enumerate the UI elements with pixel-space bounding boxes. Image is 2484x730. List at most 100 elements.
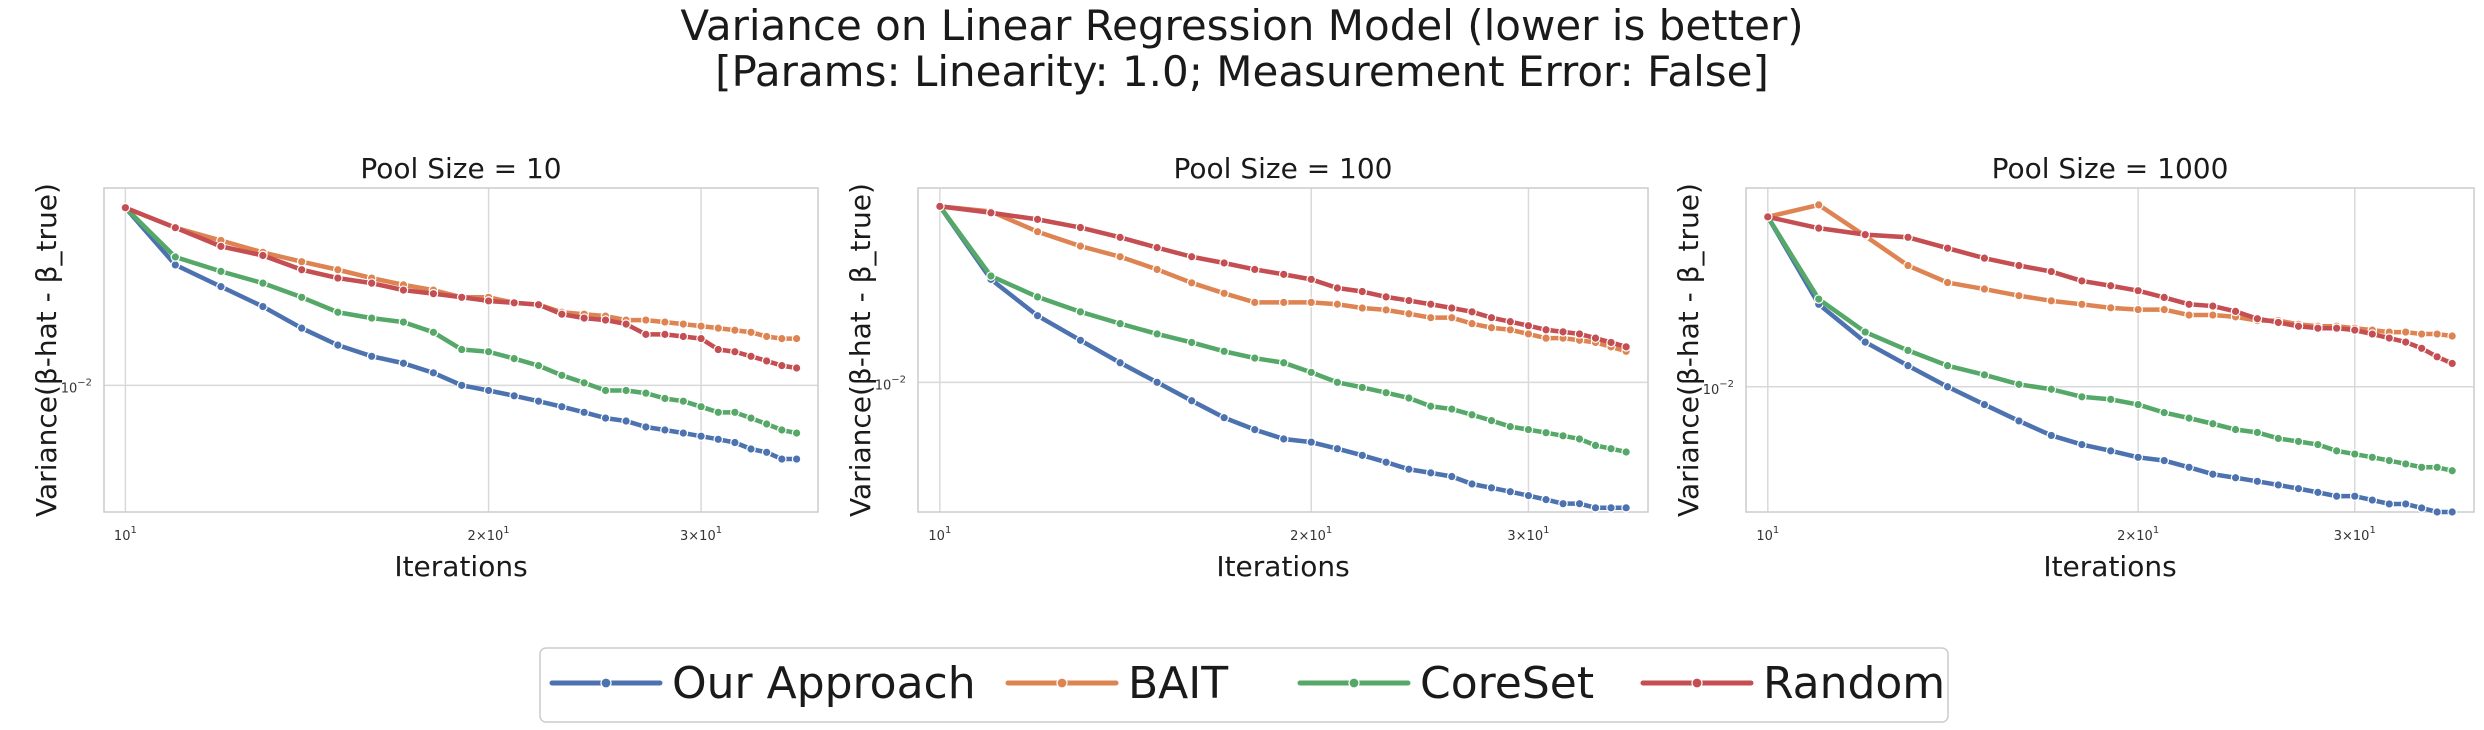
data-point-our-approach — [1306, 437, 1317, 447]
data-point-our-approach — [660, 425, 670, 435]
data-point-random — [1467, 307, 1477, 317]
x-tick-label: 2×101 — [1290, 525, 1332, 544]
data-point-coreset — [2046, 384, 2057, 395]
data-point-random — [2159, 292, 2170, 303]
data-point-our-approach — [621, 416, 631, 426]
data-point-coreset — [1115, 318, 1125, 329]
data-point-random — [120, 202, 131, 213]
data-point-our-approach — [2184, 462, 2194, 473]
data-point-our-approach — [2447, 507, 2457, 517]
data-point-bait — [2014, 290, 2024, 301]
data-point-coreset — [696, 401, 706, 412]
data-point-random — [2447, 358, 2457, 369]
data-point-coreset — [1186, 337, 1197, 348]
figure-title-line1: Variance on Linear Regression Model (low… — [680, 1, 1803, 50]
data-point-bait — [1942, 277, 1953, 288]
data-point-coreset — [730, 407, 740, 418]
data-point-our-approach — [1381, 457, 1391, 468]
x-tick-label: 101 — [928, 525, 951, 544]
y-tick-base: 10 — [61, 381, 78, 396]
data-point-coreset — [2133, 399, 2143, 410]
x-tick-label: 101 — [1756, 525, 1779, 544]
data-point-coreset — [2367, 452, 2378, 463]
data-point-coreset — [746, 413, 756, 423]
data-point-random — [1381, 292, 1391, 302]
data-point-random — [456, 292, 467, 303]
data-point-our-approach — [483, 385, 494, 396]
x-tick-exponent: 1 — [130, 525, 136, 536]
data-point-our-approach — [2159, 455, 2170, 466]
data-point-coreset — [170, 252, 181, 262]
data-point-our-approach — [791, 454, 802, 464]
data-point-our-approach — [1332, 443, 1343, 454]
data-point-bait — [2400, 327, 2411, 337]
data-point-coreset — [1606, 443, 1616, 454]
data-point-random — [2252, 313, 2263, 324]
data-point-coreset — [1357, 382, 1368, 393]
data-point-our-approach — [1523, 490, 1534, 501]
data-point-bait — [777, 333, 787, 344]
y-axis-label: Variance(β-hat - β_true) — [30, 183, 63, 517]
data-point-coreset — [2105, 394, 2116, 405]
data-point-our-approach — [1278, 434, 1289, 444]
data-point-our-approach — [2313, 487, 2323, 498]
data-point-our-approach — [1357, 450, 1368, 461]
data-point-bait — [730, 325, 740, 336]
data-point-coreset — [1486, 415, 1497, 426]
data-point-random — [2014, 260, 2024, 271]
data-point-bait — [2432, 329, 2442, 339]
data-point-bait — [1152, 264, 1162, 275]
legend-label-bait: BAIT — [1128, 658, 1228, 709]
data-point-coreset — [713, 407, 724, 418]
legend-label-random: Random — [1763, 658, 1945, 709]
data-point-coreset — [600, 385, 611, 396]
x-tick-base: 3×10 — [2334, 529, 2370, 544]
data-point-coreset — [2230, 424, 2241, 435]
data-point-our-approach — [428, 368, 439, 378]
data-point-coreset — [2384, 455, 2395, 466]
data-point-our-approach — [777, 454, 787, 464]
data-point-random — [2133, 285, 2143, 296]
data-point-coreset — [2400, 459, 2411, 469]
data-point-our-approach — [2230, 472, 2241, 483]
x-tick-base: 2×10 — [1290, 529, 1326, 544]
series-line-coreset — [937, 204, 1629, 455]
x-tick-base: 2×10 — [2117, 529, 2153, 544]
data-point-our-approach — [1505, 486, 1516, 497]
data-point-bait — [1381, 305, 1391, 315]
y-axis-label: Variance(β-hat - β_true) — [844, 183, 877, 517]
data-point-our-approach — [2046, 430, 2057, 441]
data-point-coreset — [2014, 379, 2024, 390]
data-point-our-approach — [1486, 483, 1497, 493]
data-point-our-approach — [533, 396, 544, 406]
data-point-coreset — [2159, 407, 2170, 418]
data-point-our-approach — [456, 380, 467, 391]
data-point-random — [713, 344, 724, 355]
data-point-random — [1621, 342, 1631, 352]
data-point-bait — [1486, 322, 1497, 333]
legend-marker-random — [1691, 677, 1703, 689]
data-point-our-approach — [2400, 499, 2411, 509]
data-point-our-approach — [398, 358, 409, 369]
data-point-coreset — [1813, 294, 1824, 304]
data-point-coreset — [1903, 345, 1913, 356]
data-point-coreset — [1505, 421, 1516, 432]
data-point-random — [746, 351, 756, 362]
data-point-bait — [791, 333, 802, 344]
data-point-coreset — [428, 327, 439, 338]
data-point-our-approach — [1219, 412, 1229, 423]
data-point-random — [1763, 212, 1773, 222]
data-point-bait — [2447, 331, 2457, 341]
x-tick-exponent: 1 — [716, 525, 722, 536]
data-point-our-approach — [1249, 424, 1260, 435]
data-point-our-approach — [746, 444, 756, 454]
data-point-coreset — [2293, 436, 2304, 447]
data-point-coreset — [1381, 387, 1391, 398]
data-point-our-approach — [1979, 399, 1990, 410]
x-tick-base: 10 — [114, 529, 131, 544]
legend-marker-coreset — [1348, 677, 1360, 689]
data-point-random — [986, 207, 996, 218]
data-point-coreset — [579, 377, 589, 388]
data-point-random — [621, 319, 631, 329]
